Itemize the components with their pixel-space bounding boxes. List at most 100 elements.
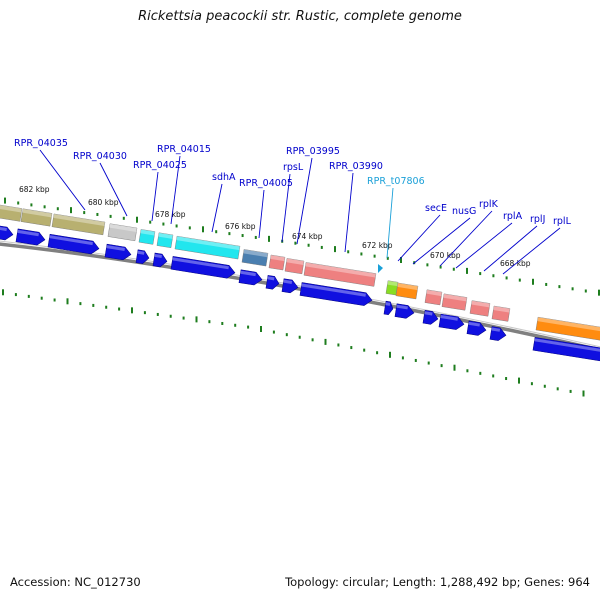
outer-tick [307, 243, 310, 247]
inner-tick [92, 303, 95, 307]
leader-line [412, 217, 471, 265]
outer-tick [571, 287, 574, 291]
cds-arrow [532, 337, 600, 362]
outer-tick [149, 220, 152, 224]
outer-tick [268, 235, 270, 242]
outer-tick [334, 246, 336, 253]
outer-tick [4, 197, 6, 204]
outer-tick [215, 230, 218, 234]
outer-tick [83, 211, 86, 215]
category-bar [174, 235, 241, 260]
outer-tick [188, 226, 191, 230]
category-bar [424, 289, 443, 306]
gene-label: RPR_04025 [133, 160, 187, 171]
gene-label: nusG [452, 206, 476, 217]
leader-line [439, 210, 493, 267]
inner-tick [389, 351, 391, 358]
category-bar [107, 223, 138, 242]
category-bar [535, 316, 600, 342]
accession-text: Accession: NC_012730 [10, 575, 141, 589]
gene-label: RPR_03995 [286, 146, 340, 157]
label-leader-lines [39, 149, 561, 275]
inner-tick [466, 369, 469, 373]
leader-line [151, 171, 159, 222]
outer-tick [466, 267, 468, 274]
outer-tick-band [4, 197, 600, 296]
leader-line [483, 225, 538, 272]
inner-tick [118, 307, 121, 311]
outer-tick [479, 272, 482, 276]
cds-arrow [104, 243, 132, 261]
inner-tick [298, 335, 301, 339]
leader-line [455, 222, 513, 269]
outer-tick [175, 224, 178, 228]
inner-tick [169, 314, 172, 318]
category-bar [469, 300, 491, 317]
gene-label: rpsL [283, 162, 304, 173]
leader-line [397, 214, 441, 262]
gene-label-group: RPR_04035 RPR_04030 RPR_04015 RPR_04025 sdhA… [14, 138, 572, 227]
leader-line [39, 149, 86, 211]
inner-tick [401, 356, 404, 360]
outer-tick [109, 214, 112, 218]
cds-arrow [438, 313, 465, 330]
gene-label: RPR_03990 [329, 161, 383, 172]
gene-label: secE [425, 203, 447, 214]
inner-tick [195, 316, 198, 323]
outer-tick [545, 282, 548, 286]
inner-tick [221, 321, 224, 325]
inner-tick [53, 298, 56, 302]
outer-tick [56, 207, 59, 211]
tick-label: 670 kbp [430, 251, 461, 260]
cds-arrow [466, 320, 487, 336]
category-bar [303, 262, 377, 287]
outer-tick [294, 241, 297, 245]
outer-tick [122, 216, 125, 220]
cds-arrow [15, 228, 46, 246]
inner-tick [505, 377, 508, 381]
genome-summary-text: Topology: circular; Length: 1,288,492 bp… [285, 575, 590, 589]
genome-backbone [0, 240, 600, 352]
gene-label: RPR_04015 [157, 144, 211, 155]
outer-tick [30, 203, 33, 207]
outer-tick [505, 276, 508, 280]
inner-tick [492, 374, 495, 378]
cds-arrow [170, 256, 236, 279]
tick-label: 672 kbp [362, 241, 393, 250]
cds-arrow [422, 309, 439, 325]
inner-tick [27, 294, 30, 298]
inner-tick [582, 390, 585, 397]
inner-tick [247, 325, 250, 329]
inner-tick [376, 351, 379, 355]
outer-tick [162, 222, 165, 226]
cds-arrow [299, 282, 373, 306]
outer-tick [347, 250, 350, 254]
inner-tick-band [2, 289, 585, 397]
tick-label: 680 kbp [88, 198, 119, 207]
tick-label: 678 kbp [155, 210, 186, 219]
outer-tick [584, 289, 587, 293]
inner-tick [337, 343, 340, 347]
category-bar [385, 280, 399, 296]
cds-arrow [394, 303, 415, 319]
gene-label: RPR_04005 [239, 178, 293, 189]
leader-line [258, 189, 265, 239]
map-title: Rickettsia peacockii str. Rustic, comple… [138, 9, 462, 24]
outer-tick [400, 257, 402, 263]
inner-tick [182, 316, 185, 320]
inner-tick [208, 320, 211, 324]
gene-label: RPR_t07806 [367, 176, 425, 187]
category-bar [268, 254, 286, 271]
cds-arrow [281, 278, 299, 294]
outer-tick [241, 234, 244, 238]
gene-label: RPR_04035 [14, 138, 68, 149]
outer-tick [136, 216, 138, 223]
outer-tick [17, 201, 20, 205]
category-bar [284, 258, 305, 275]
cds-arrow [0, 224, 14, 241]
category-bar [0, 203, 23, 222]
inner-tick [414, 358, 417, 362]
cds-arrow [238, 269, 263, 286]
inner-tick [324, 338, 327, 345]
